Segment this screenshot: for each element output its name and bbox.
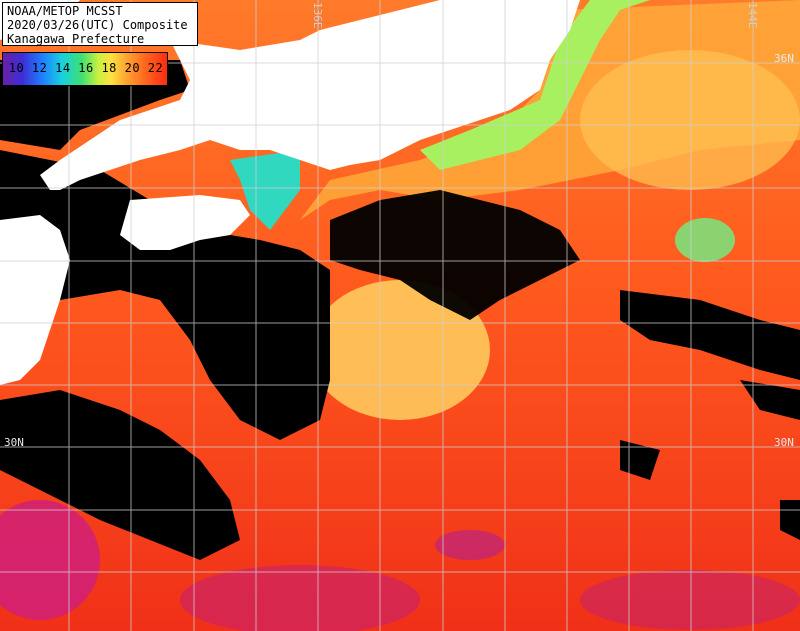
scale-labels: 10 12 14 16 18 20 22 bbox=[8, 61, 164, 75]
cloud-mask-east bbox=[620, 290, 800, 540]
cloud-mask-west bbox=[0, 60, 330, 560]
lat-label-30n-right: 30N bbox=[774, 436, 794, 449]
temperature-color-scale: 10 12 14 16 18 20 22 bbox=[2, 52, 168, 86]
lon-label-136e: 136E bbox=[311, 2, 324, 29]
warm-eddy-north bbox=[580, 50, 800, 190]
bay-cold-water bbox=[230, 150, 300, 230]
land-shikoku bbox=[120, 195, 250, 250]
lat-label-36n: 36N bbox=[774, 52, 794, 65]
magenta-patch-se bbox=[580, 570, 800, 630]
cloud-mask-center bbox=[330, 190, 580, 320]
land-honshu bbox=[40, 0, 580, 190]
magenta-patch-sw bbox=[0, 500, 100, 620]
magenta-patch-nw bbox=[435, 530, 505, 560]
title-line-1: NOAA/METOP MCSST bbox=[7, 4, 123, 18]
title-line-2: 2020/03/26(UTC) Composite bbox=[7, 18, 188, 32]
magenta-patch-s bbox=[180, 565, 420, 631]
coastal-cold-water bbox=[420, 0, 650, 170]
cool-eddy-east bbox=[675, 218, 735, 262]
title-line-3: Kanagawa Prefecture bbox=[7, 32, 145, 46]
land-kyushu bbox=[0, 215, 70, 385]
lat-label-30n-left: 30N bbox=[4, 436, 24, 449]
title-box: NOAA/METOP MCSST 2020/03/26(UTC) Composi… bbox=[2, 2, 198, 46]
lon-label-144e: 144E bbox=[746, 2, 759, 29]
